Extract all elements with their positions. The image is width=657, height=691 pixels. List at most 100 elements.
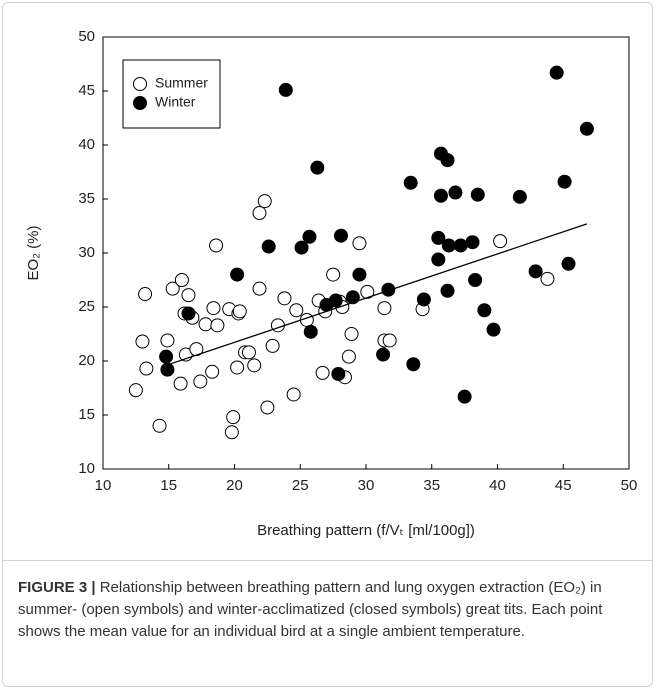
data-point [230,267,245,282]
data-point [210,318,225,333]
caption-divider [3,560,652,561]
data-point [549,65,564,80]
data-point [453,238,468,253]
y-tick-label: 20 [78,352,95,369]
data-point [477,303,492,318]
data-point [135,334,150,349]
legend-marker [133,96,147,110]
data-point [193,374,208,389]
data-point [540,271,555,286]
data-point [433,188,448,203]
x-axis-label: Breathing pattern (f/Vₜ [ml/100g]) [257,522,475,539]
x-tick-label: 35 [423,477,440,494]
data-point [448,185,463,200]
data-point [403,175,418,190]
legend-label: Winter [155,94,196,110]
data-point [557,174,572,189]
data-point [138,287,153,302]
data-point [468,273,483,287]
data-point [457,389,472,404]
y-tick-label: 15 [78,406,95,423]
y-tick-label: 50 [78,28,95,45]
data-point [310,160,325,175]
data-point [152,418,167,433]
data-point [128,383,143,398]
y-tick-label: 30 [78,244,95,261]
legend-box [122,59,221,129]
data-point [440,283,455,298]
data-point [382,333,397,348]
data-point [198,317,213,332]
data-point [561,256,576,271]
data-point [352,236,367,251]
data-point [328,293,343,308]
y-tick-label: 40 [78,136,95,153]
data-point [205,364,220,379]
data-point [512,189,527,204]
y-tick-label: 35 [78,190,95,207]
x-tick-label: 20 [226,477,243,494]
chart: Breathing pattern (f/Vₜ [ml/100g]) EO₂ (… [25,28,638,539]
data-point [344,327,359,341]
data-point [465,235,480,250]
trend-line [165,223,588,366]
x-tick-label: 45 [555,477,572,494]
data-point [165,281,180,296]
x-tick-label: 40 [489,477,506,494]
x-tick-label: 10 [95,477,112,494]
data-point [289,303,304,318]
data-point [232,304,247,319]
data-point [286,387,301,402]
data-point [528,264,543,279]
data-point [277,291,292,306]
data-point [377,301,392,316]
data-point [224,425,239,440]
data-point [381,282,396,297]
data-point [441,238,456,253]
caption-label: FIGURE 3 | [18,579,96,596]
data-point [579,121,594,136]
data-point [252,206,267,221]
data-point [360,284,375,299]
data-point [431,252,446,267]
data-point [159,349,174,364]
x-tick-label: 25 [292,477,309,494]
data-point [160,333,175,348]
data-point [160,362,175,377]
data-point [352,267,367,282]
data-point [440,153,455,168]
x-tick-label: 50 [621,477,638,494]
data-point [345,290,360,305]
data-point [302,229,317,244]
data-point [173,376,188,391]
y-tick-label: 25 [78,298,95,315]
data-point [486,322,501,337]
data-point [331,366,346,381]
data-point [326,267,341,282]
data-point [181,288,196,303]
data-point [209,238,224,253]
data-point [226,410,241,425]
data-point [294,240,309,255]
data-point [315,365,330,380]
legend-label: Summer [155,75,208,91]
data-point [334,228,349,243]
data-point [241,345,256,360]
data-point [260,400,275,415]
y-tick-label: 10 [78,460,95,477]
x-tick-label: 30 [358,477,375,494]
data-point [230,360,245,375]
data-point [181,306,196,321]
figure-caption: FIGURE 3 | Relationship between breathin… [18,577,643,643]
data-point [376,347,391,362]
y-axis-label: EO₂ (%) [25,226,42,281]
data-point [431,230,446,245]
legend-marker [133,77,147,91]
data-point [406,357,421,372]
data-point [247,358,262,373]
data-point [493,234,508,249]
data-point [261,239,276,254]
x-tick-label: 15 [160,477,177,494]
y-tick-label: 45 [78,82,95,99]
